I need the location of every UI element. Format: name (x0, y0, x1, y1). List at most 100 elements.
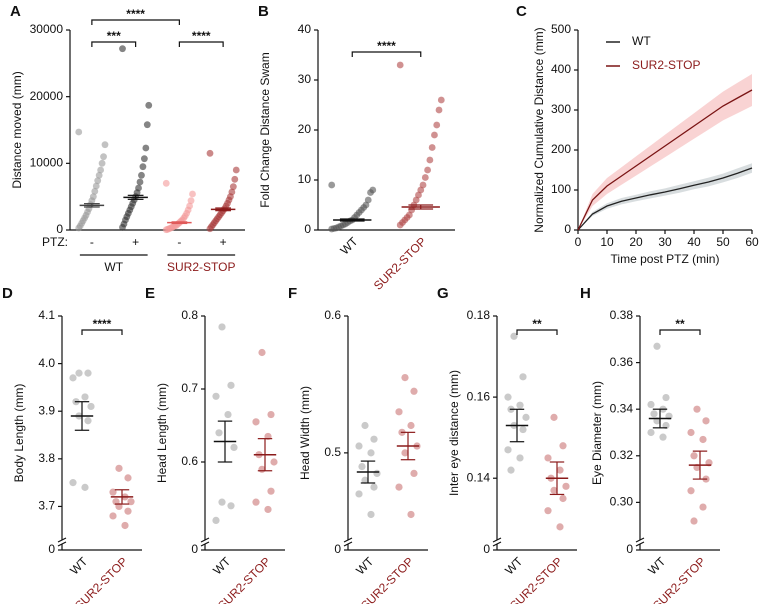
x-tick-label: 0 (575, 235, 582, 249)
x-tick-label: 30 (658, 235, 672, 249)
data-point (121, 521, 129, 530)
y-tick-label: 0.14 (467, 470, 491, 484)
significance-bracket (516, 329, 558, 335)
data-point (431, 131, 438, 139)
group-label: SUR2-STOP (167, 260, 235, 274)
panel-letter: D (2, 285, 13, 302)
line (577, 89, 753, 231)
y-tick-label: 4.1 (38, 308, 55, 322)
data-point (421, 174, 429, 181)
data-point (231, 175, 239, 183)
legend-label: SUR2-STOP (632, 58, 700, 72)
data-point (109, 512, 117, 520)
y-tick-label: 0.32 (610, 448, 634, 462)
y-tick-label: 3.7 (38, 499, 55, 513)
axis-break (635, 537, 645, 543)
data-point (267, 487, 275, 495)
data-point (690, 517, 698, 525)
y-tick-label: 3.9 (38, 403, 55, 417)
data-point (699, 503, 707, 511)
data-point (100, 153, 107, 161)
data-point (101, 141, 109, 149)
y-tick-label: 0 (564, 222, 571, 236)
significance-label: **** (192, 29, 211, 43)
panel-letter: G (437, 285, 449, 302)
data-point (693, 405, 701, 413)
data-point (395, 408, 403, 416)
data-point (690, 452, 698, 460)
data-point (75, 369, 83, 377)
data-point (355, 490, 363, 498)
y-tick-label: 4.0 (38, 356, 55, 370)
data-point (426, 156, 434, 164)
data-point (562, 482, 570, 490)
significance-label: ** (675, 317, 685, 331)
y-tick-label: 0.16 (467, 389, 491, 403)
data-point (264, 505, 272, 514)
data-point (437, 96, 445, 104)
axis-break (343, 537, 353, 543)
data-point (227, 502, 235, 510)
data-point (516, 454, 524, 462)
y-tick-label: 0.30 (610, 495, 634, 509)
ptz-label: PTZ: (42, 235, 68, 249)
data-point (270, 458, 278, 466)
data-point (361, 476, 369, 484)
data-point (370, 483, 378, 491)
y-axis-label: Fold Change Distance Swam (258, 52, 272, 207)
data-point (139, 163, 147, 171)
x-tick-label: 20 (629, 235, 643, 249)
data-point (647, 400, 655, 409)
x-tick-label: WT (338, 234, 362, 258)
data-point (69, 374, 77, 382)
y-tick-label: 30000 (30, 22, 64, 36)
data-point (98, 159, 106, 167)
data-point (69, 479, 77, 487)
axis-break (635, 541, 645, 547)
y-tick-label: 10 (298, 172, 312, 186)
data-point (138, 171, 145, 179)
y-tick-label: 0 (483, 542, 490, 556)
significance-label: *** (107, 29, 121, 43)
data-point (189, 190, 196, 198)
x-tick-label: WT (502, 554, 526, 578)
y-tick-label: 20000 (30, 89, 64, 103)
data-point (544, 507, 552, 515)
data-point (433, 121, 441, 129)
data-point (516, 401, 524, 409)
data-point (119, 223, 126, 231)
data-point (556, 466, 564, 474)
data-point (75, 128, 83, 136)
y-tick-label: 0.38 (610, 308, 634, 322)
y-tick-label: 30 (298, 72, 312, 86)
data-point (355, 442, 363, 450)
y-tick-label: 0.6 (181, 454, 198, 468)
data-point (162, 179, 170, 187)
significance-bracket (351, 51, 422, 57)
data-point (699, 435, 707, 444)
y-tick-label: 0.5 (324, 445, 341, 459)
data-point (95, 171, 103, 179)
x-tick-label: - (177, 235, 181, 249)
y-tick-label: 40 (298, 22, 312, 36)
data-point (650, 410, 658, 418)
data-point (358, 462, 366, 471)
data-point (687, 487, 695, 495)
data-point (401, 373, 409, 382)
data-point (92, 182, 100, 190)
data-point (396, 61, 404, 69)
data-point (407, 421, 415, 430)
data-point (230, 443, 238, 451)
data-point (229, 183, 237, 191)
axis-break (343, 541, 353, 547)
data-point (367, 449, 375, 457)
data-point (119, 45, 126, 53)
data-point (87, 402, 95, 411)
data-point (97, 166, 105, 174)
x-tick-label: WT (645, 554, 669, 578)
x-tick-label: 60 (745, 235, 759, 249)
data-point (662, 393, 670, 402)
significance-bracket (659, 329, 701, 335)
data-point (435, 106, 443, 114)
